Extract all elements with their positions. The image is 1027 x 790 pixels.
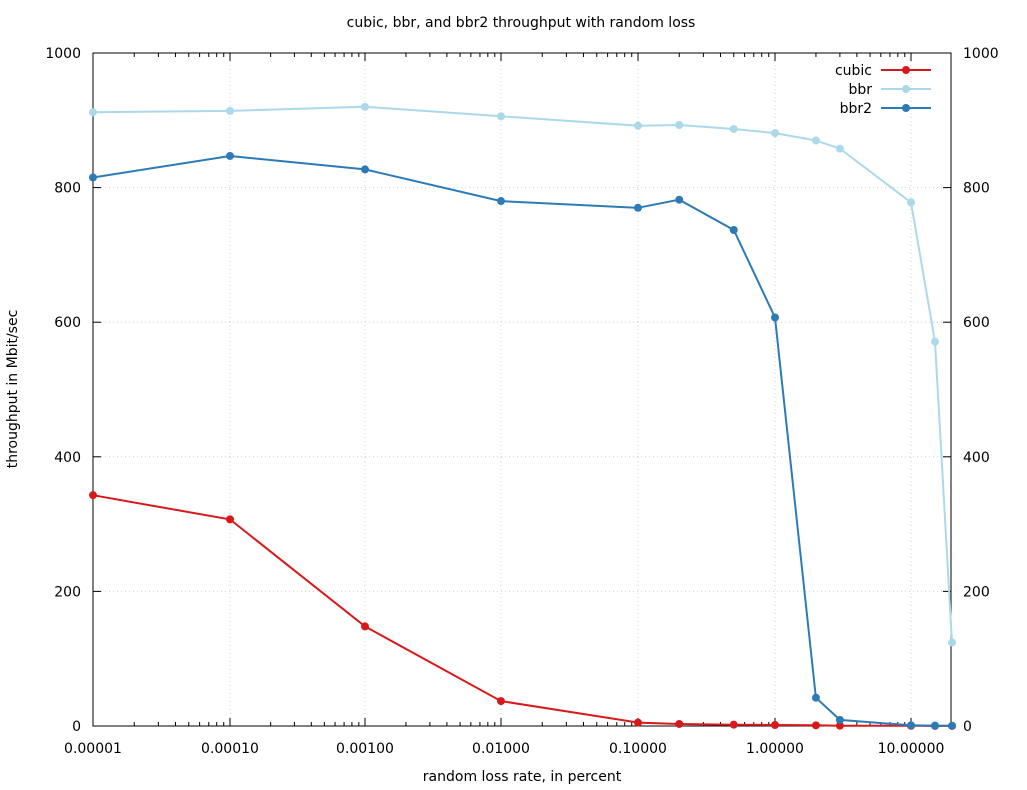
data-point-cubic	[771, 720, 779, 729]
data-point-cubic	[361, 622, 369, 631]
legend-swatch-point	[902, 66, 910, 74]
y-axis-label: throughput in Mbit/sec	[5, 310, 21, 469]
y-tick-label: 1000	[45, 46, 81, 62]
data-point-cubic	[835, 721, 844, 730]
y-tick-label-right: 200	[963, 584, 990, 600]
x-tick-label: 0.01000	[472, 741, 530, 757]
plot-frame	[92, 52, 952, 727]
data-point-cubic	[634, 718, 642, 727]
legend-item-bbr2: bbr2	[840, 101, 931, 117]
series-lines	[89, 102, 957, 730]
y-tick-label: 400	[54, 450, 81, 466]
grid-lines	[93, 53, 951, 726]
legend-label: bbr2	[840, 101, 872, 117]
series-line-cubic	[92, 494, 952, 727]
axis-ticks: 0 0 200 200 400 400 600 600 800 800 1000 1000 0.0000…	[45, 46, 998, 757]
y-tick-label: 0	[72, 719, 81, 735]
data-point-bbr	[771, 129, 779, 138]
data-point-bbr	[907, 198, 915, 207]
chart-title: cubic, bbr, and bbr2 throughput with ran…	[347, 15, 696, 31]
x-tick-label: 0.10000	[609, 741, 667, 757]
x-tick-label: 0.00010	[201, 741, 259, 757]
y-tick-label-right: 600	[963, 315, 990, 331]
data-point-bbr	[835, 144, 844, 153]
data-point-bbr	[931, 337, 940, 346]
x-tick-label: 0.00100	[336, 741, 394, 757]
data-point-cubic	[226, 515, 234, 524]
legend-label: bbr	[848, 82, 872, 98]
data-point-bbr2	[771, 313, 779, 322]
data-point-bbr	[675, 121, 684, 130]
data-point-bbr	[634, 121, 642, 130]
y-tick-label: 600	[54, 315, 81, 331]
x-tick-label: 10.00000	[878, 741, 945, 757]
y-tick-label: 200	[54, 584, 81, 600]
legend-item-bbr: bbr	[848, 82, 931, 98]
data-point-bbr2	[634, 203, 642, 212]
data-point-bbr	[497, 112, 505, 121]
legend: cubic bbr bbr2	[835, 63, 931, 117]
data-point-bbr2	[931, 721, 940, 730]
y-tick-label-right: 0	[963, 719, 972, 735]
data-point-bbr2	[497, 197, 505, 206]
data-point-cubic	[675, 719, 684, 728]
data-point-bbr2	[907, 721, 915, 730]
data-point-bbr2	[948, 721, 957, 730]
data-point-bbr2	[811, 693, 820, 702]
data-point-bbr2	[835, 715, 844, 724]
x-axis-label: random loss rate, in percent	[423, 769, 622, 785]
data-point-cubic	[89, 491, 97, 500]
series-line-bbr2	[92, 154, 953, 727]
legend-swatch-point	[902, 85, 910, 93]
data-point-bbr	[226, 106, 234, 115]
legend-label: cubic	[835, 63, 872, 79]
data-point-cubic	[729, 720, 738, 729]
x-tick-label: 0.00001	[64, 741, 122, 757]
legend-item-cubic: cubic	[835, 63, 931, 79]
data-point-cubic	[497, 697, 505, 706]
data-point-bbr	[811, 136, 820, 145]
data-point-bbr2	[226, 151, 234, 160]
y-tick-label: 800	[54, 181, 81, 197]
data-point-cubic	[811, 721, 820, 730]
series-bbr2	[89, 151, 957, 730]
data-point-bbr	[89, 108, 97, 117]
data-point-bbr	[361, 102, 369, 111]
data-point-bbr	[729, 125, 738, 134]
y-tick-label-right: 800	[963, 181, 990, 197]
data-point-bbr2	[729, 225, 738, 234]
y-tick-label-right: 400	[963, 450, 990, 466]
y-tick-label-right: 1000	[963, 46, 999, 62]
data-point-bbr	[948, 638, 957, 647]
series-bbr	[89, 102, 957, 647]
x-tick-label: 1.00000	[746, 741, 804, 757]
legend-swatch-point	[902, 104, 910, 112]
data-point-bbr2	[89, 173, 97, 182]
data-point-bbr2	[361, 165, 369, 174]
data-point-bbr2	[675, 195, 684, 204]
series-cubic	[89, 491, 957, 730]
